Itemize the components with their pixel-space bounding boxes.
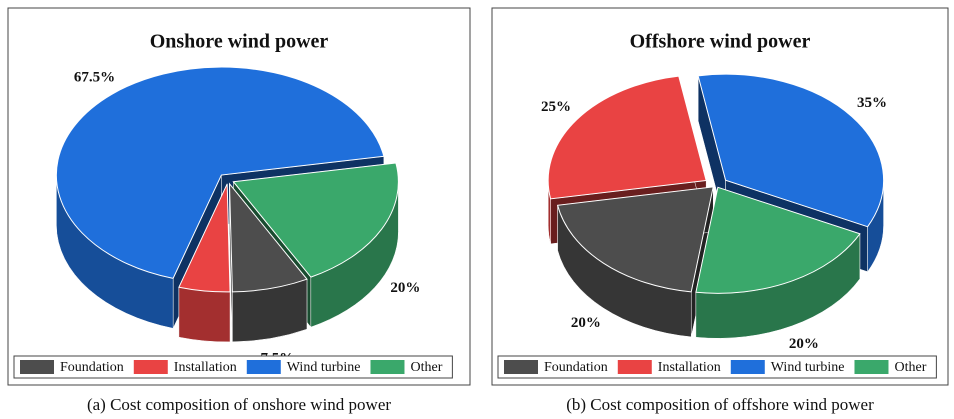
pie-slice	[178, 183, 231, 293]
pie-slice	[547, 75, 707, 200]
legend-label: Wind turbine	[287, 360, 361, 375]
legend-frame	[497, 355, 937, 379]
chart-title: Offshore wind power	[630, 31, 811, 53]
legend-swatch	[730, 360, 765, 374]
legend-label: Wind turbine	[771, 360, 845, 375]
legend-frame	[13, 355, 453, 379]
legend-swatch	[854, 360, 889, 374]
pie	[55, 66, 399, 343]
value-label: 20%	[390, 280, 420, 296]
pie-slice	[556, 186, 714, 293]
legend-label: Other	[410, 360, 442, 375]
pie-slice	[228, 182, 308, 293]
legend-swatch	[504, 360, 538, 374]
chart-title: Onshore wind power	[150, 31, 329, 53]
caption: (b) Cost composition of offshore wind po…	[566, 395, 874, 414]
pie-slice	[695, 186, 861, 294]
value-label: 67.5%	[74, 69, 115, 85]
pie-slice	[232, 162, 399, 278]
pie	[547, 73, 885, 339]
value-label: 25%	[541, 99, 571, 115]
legend-swatch	[20, 360, 54, 374]
value-label: 20%	[571, 315, 601, 331]
legend-label: Other	[894, 360, 926, 375]
legend-label: Installation	[174, 360, 237, 375]
legend-swatch	[246, 360, 281, 374]
chart-panel: Offshore wind power (b) Cost composition …	[491, 7, 949, 414]
value-label: 20%	[789, 336, 819, 352]
legend-label: Foundation	[544, 360, 608, 375]
pie-slice	[55, 66, 385, 279]
value-label: 35%	[857, 95, 887, 111]
pie-side	[178, 286, 231, 343]
pie-slice	[697, 73, 885, 228]
legend-swatch	[133, 360, 168, 374]
legend-swatch	[370, 360, 405, 374]
chart-panel: Onshore wind power (a) Cost composition o…	[7, 7, 471, 414]
caption: (a) Cost composition of onshore wind pow…	[87, 395, 391, 414]
legend-label: Foundation	[60, 360, 124, 375]
legend-label: Installation	[658, 360, 721, 375]
legend-swatch	[617, 360, 652, 374]
